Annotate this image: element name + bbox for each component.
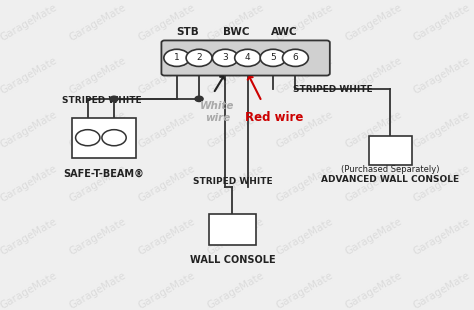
Text: STRIPED WHITE: STRIPED WHITE [62,96,142,105]
Text: GarageMate: GarageMate [68,109,128,150]
Text: GarageMate: GarageMate [137,163,197,204]
Text: 1: 1 [174,53,180,62]
Text: GarageMate: GarageMate [205,56,266,96]
Text: GarageMate: GarageMate [137,216,197,257]
Text: GarageMate: GarageMate [274,2,335,43]
Text: GarageMate: GarageMate [0,216,59,257]
Text: GarageMate: GarageMate [205,109,266,150]
Circle shape [164,49,190,66]
Text: GarageMate: GarageMate [343,163,403,204]
Text: 3: 3 [222,53,228,62]
Text: 4: 4 [245,53,250,62]
Text: 2: 2 [196,53,202,62]
Text: 6: 6 [292,53,298,62]
Text: GarageMate: GarageMate [137,56,197,96]
Circle shape [235,49,261,66]
Text: GarageMate: GarageMate [412,2,472,43]
Text: GarageMate: GarageMate [68,56,128,96]
Text: GarageMate: GarageMate [412,216,472,257]
Text: Red wire: Red wire [245,111,303,124]
Text: GarageMate: GarageMate [205,163,266,204]
Text: GarageMate: GarageMate [0,109,59,150]
Circle shape [102,130,126,146]
Text: GarageMate: GarageMate [68,216,128,257]
Circle shape [212,49,238,66]
Bar [72,117,137,158]
Circle shape [75,130,100,146]
FancyBboxPatch shape [162,40,330,76]
Text: GarageMate: GarageMate [274,270,335,310]
Text: GarageMate: GarageMate [274,56,335,96]
Text: GarageMate: GarageMate [274,163,335,204]
Text: GarageMate: GarageMate [274,216,335,257]
Text: GarageMate: GarageMate [0,270,59,310]
Text: GarageMate: GarageMate [343,109,403,150]
Text: GarageMate: GarageMate [412,56,472,96]
Text: White
wire: White wire [200,101,235,123]
Text: GarageMate: GarageMate [68,2,128,43]
Bar [209,214,256,245]
Text: GarageMate: GarageMate [205,270,266,310]
Text: STRIPED WHITE: STRIPED WHITE [192,177,272,186]
Text: GarageMate: GarageMate [205,216,266,257]
Text: GarageMate: GarageMate [137,2,197,43]
Text: GarageMate: GarageMate [343,56,403,96]
Text: GarageMate: GarageMate [137,270,197,310]
Text: AWC: AWC [271,27,297,37]
Circle shape [283,49,309,66]
Text: GarageMate: GarageMate [68,163,128,204]
Text: GarageMate: GarageMate [0,2,59,43]
Text: SAFE-T-BEAM®: SAFE-T-BEAM® [64,169,145,179]
Text: STB: STB [176,27,199,37]
Bar [369,136,411,165]
Text: GarageMate: GarageMate [0,163,59,204]
Circle shape [260,49,286,66]
Text: GarageMate: GarageMate [412,109,472,150]
Text: GarageMate: GarageMate [343,2,403,43]
Text: GarageMate: GarageMate [205,2,266,43]
Circle shape [195,96,203,102]
Text: GarageMate: GarageMate [68,270,128,310]
Text: (Purchased Separately): (Purchased Separately) [341,165,439,174]
Text: ADVANCED WALL CONSOLE: ADVANCED WALL CONSOLE [321,175,459,184]
Circle shape [110,96,118,102]
Text: GarageMate: GarageMate [412,163,472,204]
Text: BWC: BWC [223,27,249,37]
Text: GarageMate: GarageMate [137,109,197,150]
Text: GarageMate: GarageMate [274,109,335,150]
Text: STRIPED WHITE: STRIPED WHITE [293,85,373,94]
Text: GarageMate: GarageMate [412,270,472,310]
Circle shape [186,49,212,66]
Text: GarageMate: GarageMate [343,216,403,257]
Text: GarageMate: GarageMate [343,270,403,310]
Text: 5: 5 [270,53,276,62]
Text: GarageMate: GarageMate [0,56,59,96]
Text: WALL CONSOLE: WALL CONSOLE [190,255,275,265]
